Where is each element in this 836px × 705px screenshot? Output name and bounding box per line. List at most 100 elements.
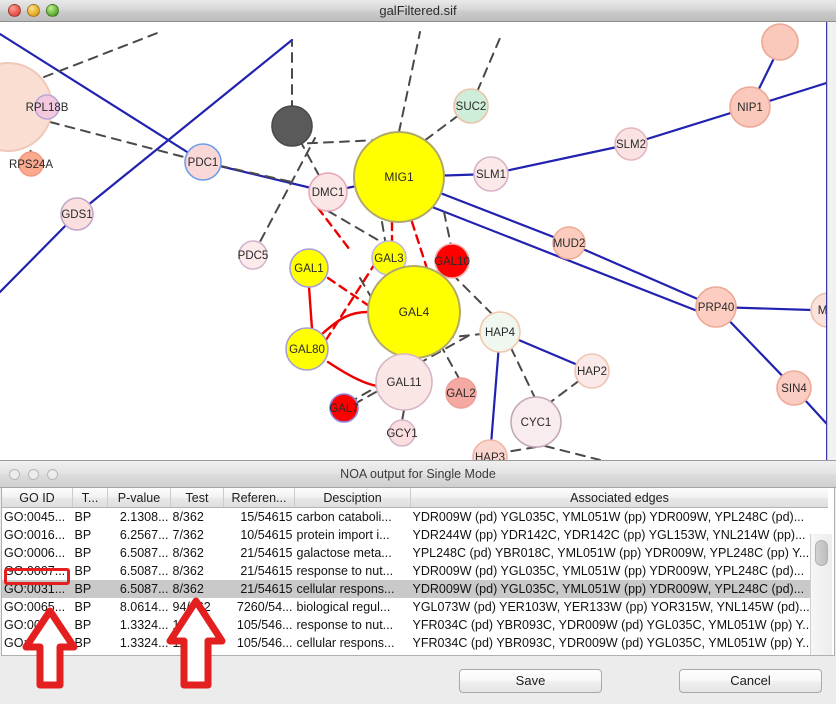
cell-description[interactable]: biological regul...: [296, 600, 391, 614]
zoom-icon[interactable]: [46, 4, 59, 17]
graph-node-dmc1[interactable]: DMC1: [308, 172, 348, 212]
cell-reference[interactable]: 21/54615: [240, 546, 293, 560]
cell-test[interactable]: 11/362: [172, 636, 210, 650]
zoom-icon[interactable]: [47, 469, 58, 480]
graph-node-gal10[interactable]: GAL10: [434, 243, 470, 279]
table-row[interactable]: GO:0045... BP 2.1308... 8/362 15/54615 carbon…: [2, 508, 828, 527]
cell-reference[interactable]: 10/54615: [240, 528, 293, 542]
graph-node-suc2[interactable]: SUC2: [453, 88, 489, 124]
cell-p-value[interactable]: 6.5087...: [119, 546, 169, 560]
cell-description[interactable]: protein import i...: [296, 528, 390, 542]
graph-node-gal2[interactable]: GAL2: [445, 377, 477, 409]
column-header-description[interactable]: Desciption: [294, 488, 411, 508]
cancel-button[interactable]: Cancel: [679, 669, 822, 693]
column-header-test[interactable]: Test: [170, 488, 224, 508]
table-vertical-scrollbar[interactable]: [810, 534, 832, 655]
save-button[interactable]: Save: [459, 669, 602, 693]
cell-go-id[interactable]: GO:0031...: [4, 618, 66, 632]
cell-p-value[interactable]: 6.5087...: [119, 564, 169, 578]
table-row[interactable]: GO:0050...BP1.428E...80/3625778/54...reg…: [2, 652, 828, 655]
cell-p-value[interactable]: 1.428E...: [108, 652, 171, 655]
cell-reference[interactable]: 5778/54...: [224, 652, 295, 655]
cell-reference[interactable]: 21/54615: [223, 580, 295, 598]
cell-test[interactable]: 8/362: [170, 580, 224, 598]
graph-node-gal7[interactable]: GAL7: [329, 393, 359, 423]
cell-p-value[interactable]: 6.2567...: [119, 528, 169, 542]
cell-type[interactable]: BP: [74, 564, 92, 578]
close-icon[interactable]: [8, 4, 21, 17]
noa-window-controls[interactable]: [9, 469, 58, 480]
graph-node-gal80[interactable]: GAL80: [285, 327, 329, 371]
cell-reference[interactable]: 21/54615: [240, 564, 293, 578]
close-icon[interactable]: [9, 469, 20, 480]
cell-go-id[interactable]: GO:0045...: [4, 510, 66, 524]
cell-description[interactable]: cellular respons...: [294, 580, 411, 598]
cell-p-value[interactable]: 2.1308...: [119, 510, 169, 524]
cell-type[interactable]: BP: [74, 618, 92, 632]
table-row[interactable]: GO:0031... BP 1.3324... 11/362 105/546... res…: [2, 616, 828, 634]
cell-associated-edges[interactable]: YDR244W (pp) YDR142C, YDR142C (pp) YGL15…: [412, 528, 806, 542]
cell-go-id[interactable]: GO:0065...: [4, 600, 66, 614]
cell-type[interactable]: BP: [72, 580, 108, 598]
cell-p-value[interactable]: 1.3324...: [119, 618, 169, 632]
graph-node-rps24a[interactable]: RPS24A: [9, 151, 53, 177]
graph-node-mig1[interactable]: MIG1: [353, 131, 445, 223]
cell-description[interactable]: cellular respons...: [296, 636, 395, 650]
cell-type[interactable]: BP: [74, 510, 92, 524]
cell-type[interactable]: BP: [74, 546, 92, 560]
cell-go-id[interactable]: GO:0031...: [4, 636, 66, 650]
minimize-icon[interactable]: [27, 4, 40, 17]
column-header-type[interactable]: T...: [72, 488, 108, 508]
cell-p-value[interactable]: 8.0614...: [119, 600, 169, 614]
network-canvas[interactable]: RPL18B RPS24A GDS1 PDC1 PDC5 DMC1 MIG1 SUC2 SLM1…: [0, 22, 836, 460]
graph-node-gcy1[interactable]: GCY1: [386, 419, 418, 447]
cell-description[interactable]: regulation of bi...: [295, 652, 411, 655]
cell-reference[interactable]: 105/546...: [236, 636, 293, 650]
table-row[interactable]: GO:0065... BP 8.0614... 94/362 7260/54... bio…: [2, 598, 828, 616]
cell-type[interactable]: BP: [74, 528, 92, 542]
cell-reference[interactable]: 105/546...: [236, 618, 293, 632]
graph-node-mud2[interactable]: MUD2: [552, 226, 586, 260]
table-row[interactable]: GO:0007... BP 6.5087... 8/362 21/54615 respon…: [2, 562, 828, 580]
graph-node-dark[interactable]: [271, 105, 313, 147]
graph-node-sin4[interactable]: SIN4: [776, 370, 812, 406]
cell-associated-edges[interactable]: YDR009W (pd) YGL035C, YML051W (pp) YDR00…: [412, 510, 805, 524]
table-row[interactable]: GO:0031... BP 1.3324... 11/362 105/546... cel…: [2, 634, 828, 652]
cell-type[interactable]: BP: [74, 600, 92, 614]
column-header-p-value[interactable]: P-value: [107, 488, 171, 508]
cell-description[interactable]: response to nut...: [296, 618, 394, 632]
graph-node-hap4[interactable]: HAP4: [479, 311, 521, 353]
network-vertical-scrollbar[interactable]: [827, 22, 836, 460]
graph-node-gal4[interactable]: GAL4: [367, 265, 461, 359]
cell-test[interactable]: 8/362: [172, 510, 204, 524]
cell-go-id[interactable]: GO:0006...: [4, 546, 66, 560]
column-header-associated-edges[interactable]: Associated edges: [410, 488, 828, 508]
cell-test[interactable]: 7/362: [172, 528, 204, 542]
cell-p-value[interactable]: 1.3324...: [119, 636, 169, 650]
graph-node-gal3[interactable]: GAL3: [371, 240, 407, 276]
graph-node-slm1[interactable]: SLM1: [473, 156, 509, 192]
graph-node-gal1[interactable]: GAL1: [289, 248, 329, 288]
cell-test[interactable]: 94/362: [172, 600, 211, 614]
cell-go-id[interactable]: GO:0050...: [2, 652, 73, 655]
graph-node-nip1[interactable]: NIP1: [729, 86, 771, 128]
graph-node-pdc5[interactable]: PDC5: [238, 240, 269, 270]
cell-description[interactable]: response to nut...: [296, 564, 394, 578]
table-row[interactable]: GO:0006... BP 6.5087... 8/362 21/54615 galact…: [2, 544, 828, 562]
cell-test[interactable]: 8/362: [172, 564, 204, 578]
cell-reference[interactable]: 7260/54...: [236, 600, 293, 614]
cell-test[interactable]: 80/362: [171, 652, 224, 655]
column-header-reference[interactable]: Referen...: [223, 488, 295, 508]
cell-associated-edges[interactable]: YGL073W (pd) YER103W, YER133W (pp) YOR31…: [412, 600, 810, 614]
column-header-go-id[interactable]: GO ID: [2, 488, 73, 508]
graph-node-cyc1[interactable]: CYC1: [510, 396, 562, 448]
minimize-icon[interactable]: [28, 469, 39, 480]
cell-go-id[interactable]: GO:0007...: [4, 564, 66, 578]
cell-type[interactable]: BP: [73, 652, 108, 655]
cell-associated-edges[interactable]: YFR034C (pd) YBR093C, YDR009W (pd) YGL03…: [412, 636, 813, 650]
graph-node-prp40[interactable]: PRP40: [695, 286, 737, 328]
go-results-table-container[interactable]: GO ID T... P-value Test Referen... Desci…: [1, 488, 835, 656]
window-controls[interactable]: [8, 4, 59, 17]
cell-test[interactable]: 11/362: [172, 618, 210, 632]
graph-node-slm2[interactable]: SLM2: [614, 127, 648, 161]
